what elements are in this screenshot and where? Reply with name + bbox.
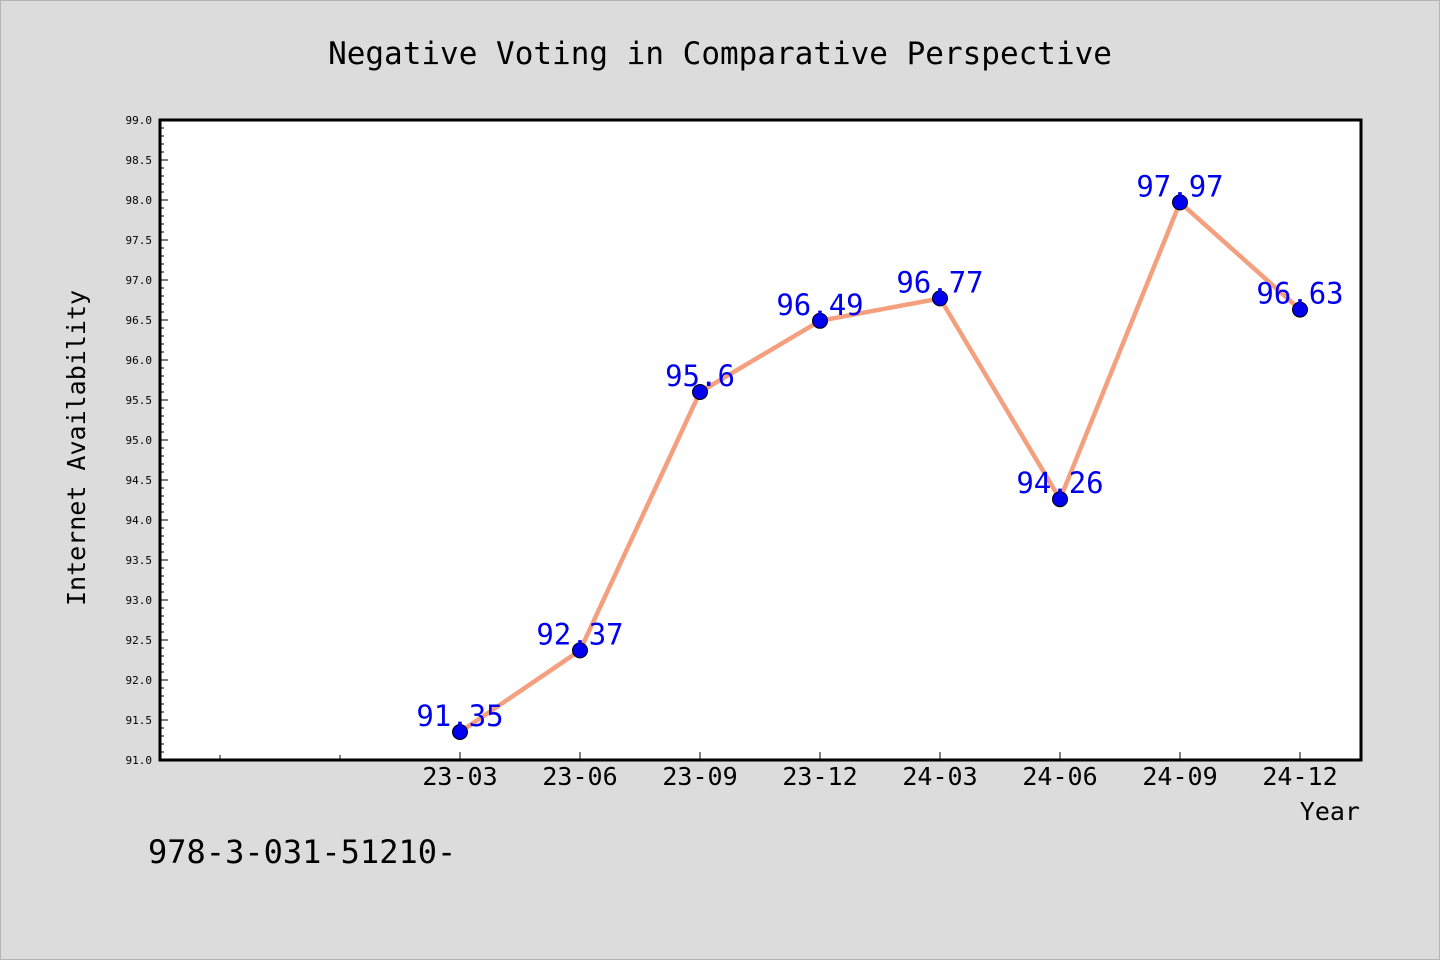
- chart-title: Negative Voting in Comparative Perspecti…: [328, 36, 1112, 72]
- y-tick-label: 94.0: [126, 514, 153, 527]
- data-point-marker: [1172, 194, 1188, 211]
- x-tick-label: 23-03: [422, 762, 497, 791]
- y-tick-label: 98.5: [126, 154, 153, 167]
- y-tick-label: 92.5: [126, 634, 153, 647]
- data-label: 97.97: [1136, 169, 1223, 203]
- series-line: [457, 200, 1303, 735]
- data-point-marker: [452, 724, 468, 740]
- y-tick-label: 93.0: [126, 594, 153, 607]
- data-point-marker: [692, 384, 708, 400]
- data-point-marker: [1292, 301, 1308, 318]
- x-tick-label: 24-09: [1142, 762, 1217, 791]
- y-axis: 91.0 91.5 92.0 92.5 93.0 93.5 94.0 94.5 95.0 95.5…: [126, 114, 168, 767]
- data-point-marker: [1052, 491, 1068, 508]
- y-tick-label: 92.0: [126, 674, 153, 687]
- data-series: 91.35 92.37 95.6 96.49 96.77 94.26 97.97 96.63: [416, 169, 1344, 740]
- y-tick-label: 95.5: [126, 394, 153, 407]
- y-tick-label: 91.5: [126, 714, 153, 727]
- x-tick-label: 24-06: [1022, 762, 1097, 791]
- y-tick-label: 95.0: [126, 434, 153, 447]
- data-label: 95.6: [665, 359, 735, 393]
- x-tick-label: 24-03: [902, 762, 977, 791]
- y-tick-label: 94.5: [126, 474, 153, 487]
- plot-area: [158, 118, 1363, 762]
- data-point-marker: [932, 290, 948, 307]
- data-label: 92.37: [536, 617, 623, 651]
- x-tick-label: 23-09: [662, 762, 737, 791]
- data-point-marker: [812, 312, 828, 329]
- x-tick-label: 23-12: [782, 762, 857, 791]
- x-axis: 23-03 23-06 23-09 23-12 24-03 24-06 24-09 24-12: [219, 752, 1338, 791]
- data-label: 94.26: [1016, 466, 1103, 500]
- data-point-marker: [572, 642, 588, 659]
- data-label: 96.49: [776, 288, 863, 322]
- y-tick-label: 91.0: [126, 754, 153, 767]
- y-tick-label: 99.0: [126, 114, 153, 127]
- y-tick-label: 98.0: [126, 194, 153, 207]
- y-tick-label: 96.5: [126, 314, 153, 327]
- x-axis-label: Year: [1300, 797, 1360, 826]
- x-tick-label: 23-06: [542, 762, 617, 791]
- y-tick-label: 97.0: [126, 274, 153, 287]
- y-tick-label: 96.0: [126, 354, 153, 367]
- data-label: 91.35: [416, 699, 503, 733]
- data-label: 96.77: [896, 265, 983, 299]
- footer-text: 978-3-031-51210-: [148, 833, 456, 871]
- y-tick-label: 97.5: [126, 234, 153, 247]
- x-tick-label: 24-12: [1262, 762, 1337, 791]
- data-label: 96.63: [1256, 277, 1343, 311]
- y-tick-label: 93.5: [126, 554, 153, 567]
- y-axis-label: Internet Availability: [62, 290, 91, 606]
